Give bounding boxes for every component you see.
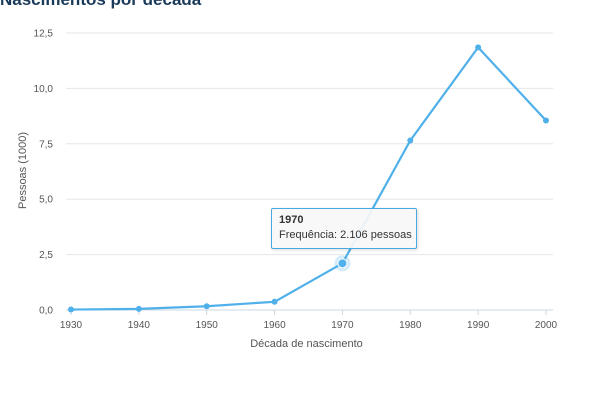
data-point <box>68 306 74 313</box>
tooltip-title: 1970 <box>279 214 304 226</box>
x-tick-label: 1970 <box>331 320 354 331</box>
chart-title: Nascimentos por década <box>0 0 201 10</box>
x-tick-label: 1930 <box>60 320 83 331</box>
data-point <box>203 303 210 310</box>
x-tick-label: 1940 <box>128 320 151 331</box>
data-point <box>271 298 278 305</box>
data-point <box>407 137 414 144</box>
y-tick-label: 0,0 <box>39 306 53 317</box>
tooltip-body: Frequência: 2.106 pessoas <box>279 229 412 241</box>
x-tick-label: 2000 <box>535 320 558 331</box>
data-point-highlighted <box>337 258 348 269</box>
y-tick-label: 12,5 <box>34 29 54 40</box>
data-point <box>543 117 549 124</box>
y-tick-label: 5,0 <box>39 195 53 206</box>
data-point <box>475 44 482 51</box>
y-tick-label: 10,0 <box>34 84 54 95</box>
x-tick-label: 1980 <box>399 320 422 331</box>
data-point <box>135 305 142 312</box>
x-tick-label: 1950 <box>196 320 219 331</box>
data-tooltip: 1970 Frequência: 2.106 pessoas <box>271 208 417 249</box>
y-axis-title: Pessoas (1000) <box>17 132 29 209</box>
x-tick-label: 1960 <box>263 320 286 331</box>
x-axis-title: Década de nascimento <box>250 338 363 350</box>
series-line <box>69 46 548 311</box>
y-tick-label: 2,5 <box>39 250 53 261</box>
x-tick-label: 1990 <box>467 320 490 331</box>
y-tick-label: 7,5 <box>39 139 53 150</box>
